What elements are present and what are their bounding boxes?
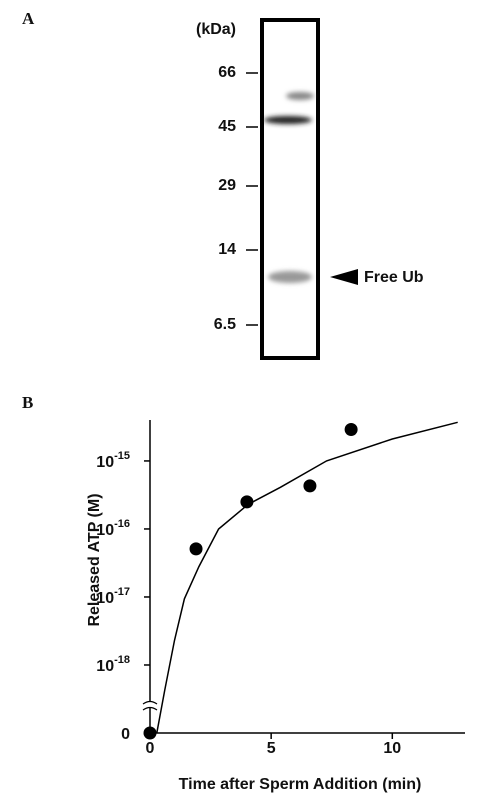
y-tick-label: 10-18 bbox=[96, 654, 130, 675]
y-tick-label: 10-15 bbox=[96, 450, 130, 471]
y-tick-label: 0 bbox=[121, 726, 130, 743]
x-tick-label: 5 bbox=[267, 740, 276, 757]
data-point bbox=[240, 495, 253, 508]
marker-label: 6.5 bbox=[214, 316, 236, 333]
x-tick-label: 10 bbox=[383, 740, 401, 757]
fit-curve bbox=[157, 422, 458, 733]
unit-label: (kDa) bbox=[196, 21, 236, 38]
marker-label: 45 bbox=[218, 118, 236, 135]
annotation: Free Ub bbox=[364, 269, 424, 286]
data-point bbox=[190, 542, 203, 555]
marker-label: 29 bbox=[218, 177, 236, 194]
data-point bbox=[345, 423, 358, 436]
marker-label: 66 bbox=[218, 64, 236, 81]
arrowhead bbox=[330, 269, 358, 285]
panel-label: A bbox=[22, 9, 35, 28]
marker-label: 14 bbox=[218, 241, 236, 258]
data-point bbox=[303, 479, 316, 492]
figure: A (kDa) Free Ub B Released ATP (M) Time … bbox=[0, 0, 480, 798]
blot-lane bbox=[262, 20, 318, 358]
x-axis-title: Time after Sperm Addition (min) bbox=[179, 776, 422, 793]
data-point bbox=[144, 727, 157, 740]
panel-label: B bbox=[22, 393, 33, 412]
x-tick-label: 0 bbox=[146, 740, 155, 757]
